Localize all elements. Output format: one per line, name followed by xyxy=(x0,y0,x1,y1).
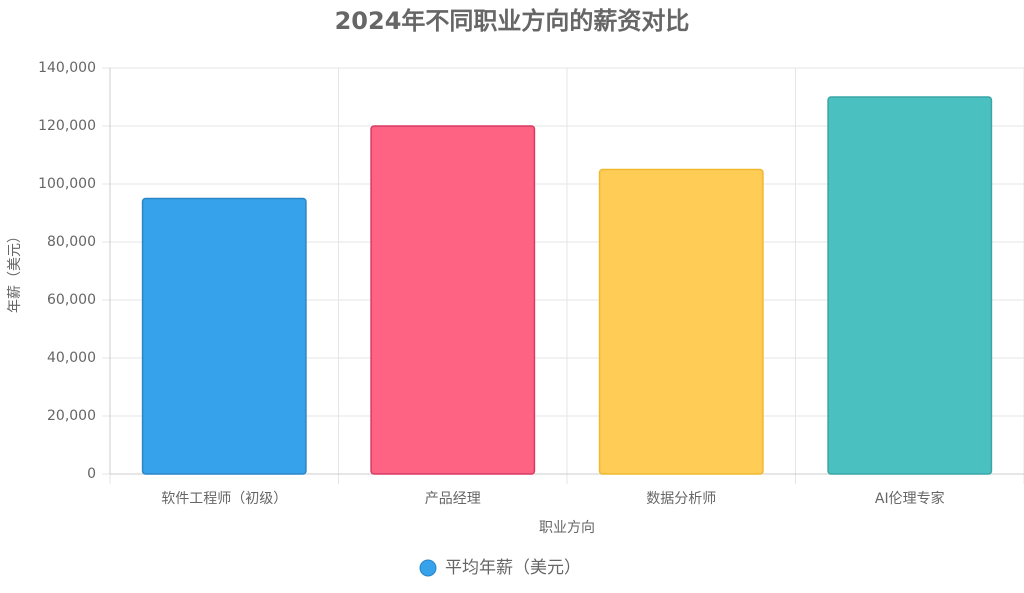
y-tick-label: 80,000 xyxy=(47,234,96,250)
chart-title: 2024年不同职业方向的薪资对比 xyxy=(335,7,690,35)
y-tick-label: 20,000 xyxy=(47,408,96,424)
y-tick-label: 140,000 xyxy=(38,60,96,76)
bar xyxy=(370,125,536,475)
x-tick-label: 产品经理 xyxy=(425,491,481,507)
y-tick-label: 60,000 xyxy=(47,292,96,308)
legend-label: 平均年薪（美元） xyxy=(445,558,581,578)
y-tick-label: 100,000 xyxy=(38,176,96,192)
bar xyxy=(827,96,993,475)
x-tick-label: AI伦理专家 xyxy=(875,490,945,507)
x-tick-label: 数据分析师 xyxy=(646,491,716,507)
bar xyxy=(598,168,764,475)
x-axis-label: 职业方向 xyxy=(539,520,595,536)
y-tick-label: 0 xyxy=(87,466,96,482)
x-tick-label: 软件工程师（初级） xyxy=(161,490,287,507)
y-tick-label: 40,000 xyxy=(47,350,96,366)
bar xyxy=(141,197,307,475)
legend-marker xyxy=(419,559,437,577)
y-axis-label: 年薪（美元） xyxy=(7,229,23,313)
y-tick-label: 120,000 xyxy=(38,118,96,134)
